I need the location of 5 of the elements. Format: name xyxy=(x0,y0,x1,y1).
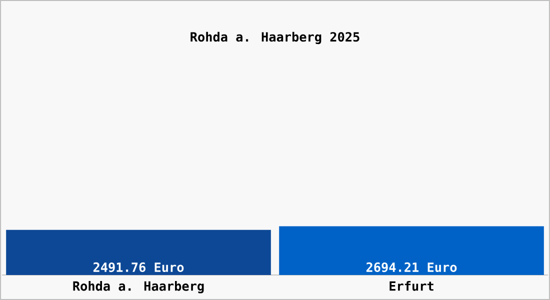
chart-title: Rohda a. Haarberg 2025 xyxy=(190,32,360,44)
x-tick-label: Rohda a. Haarberg xyxy=(73,281,204,294)
data-label: 2694.21 Euro xyxy=(366,262,457,272)
x-tick-label: Erfurt xyxy=(390,281,434,291)
data-label: 2491.76 Euro xyxy=(93,262,184,272)
